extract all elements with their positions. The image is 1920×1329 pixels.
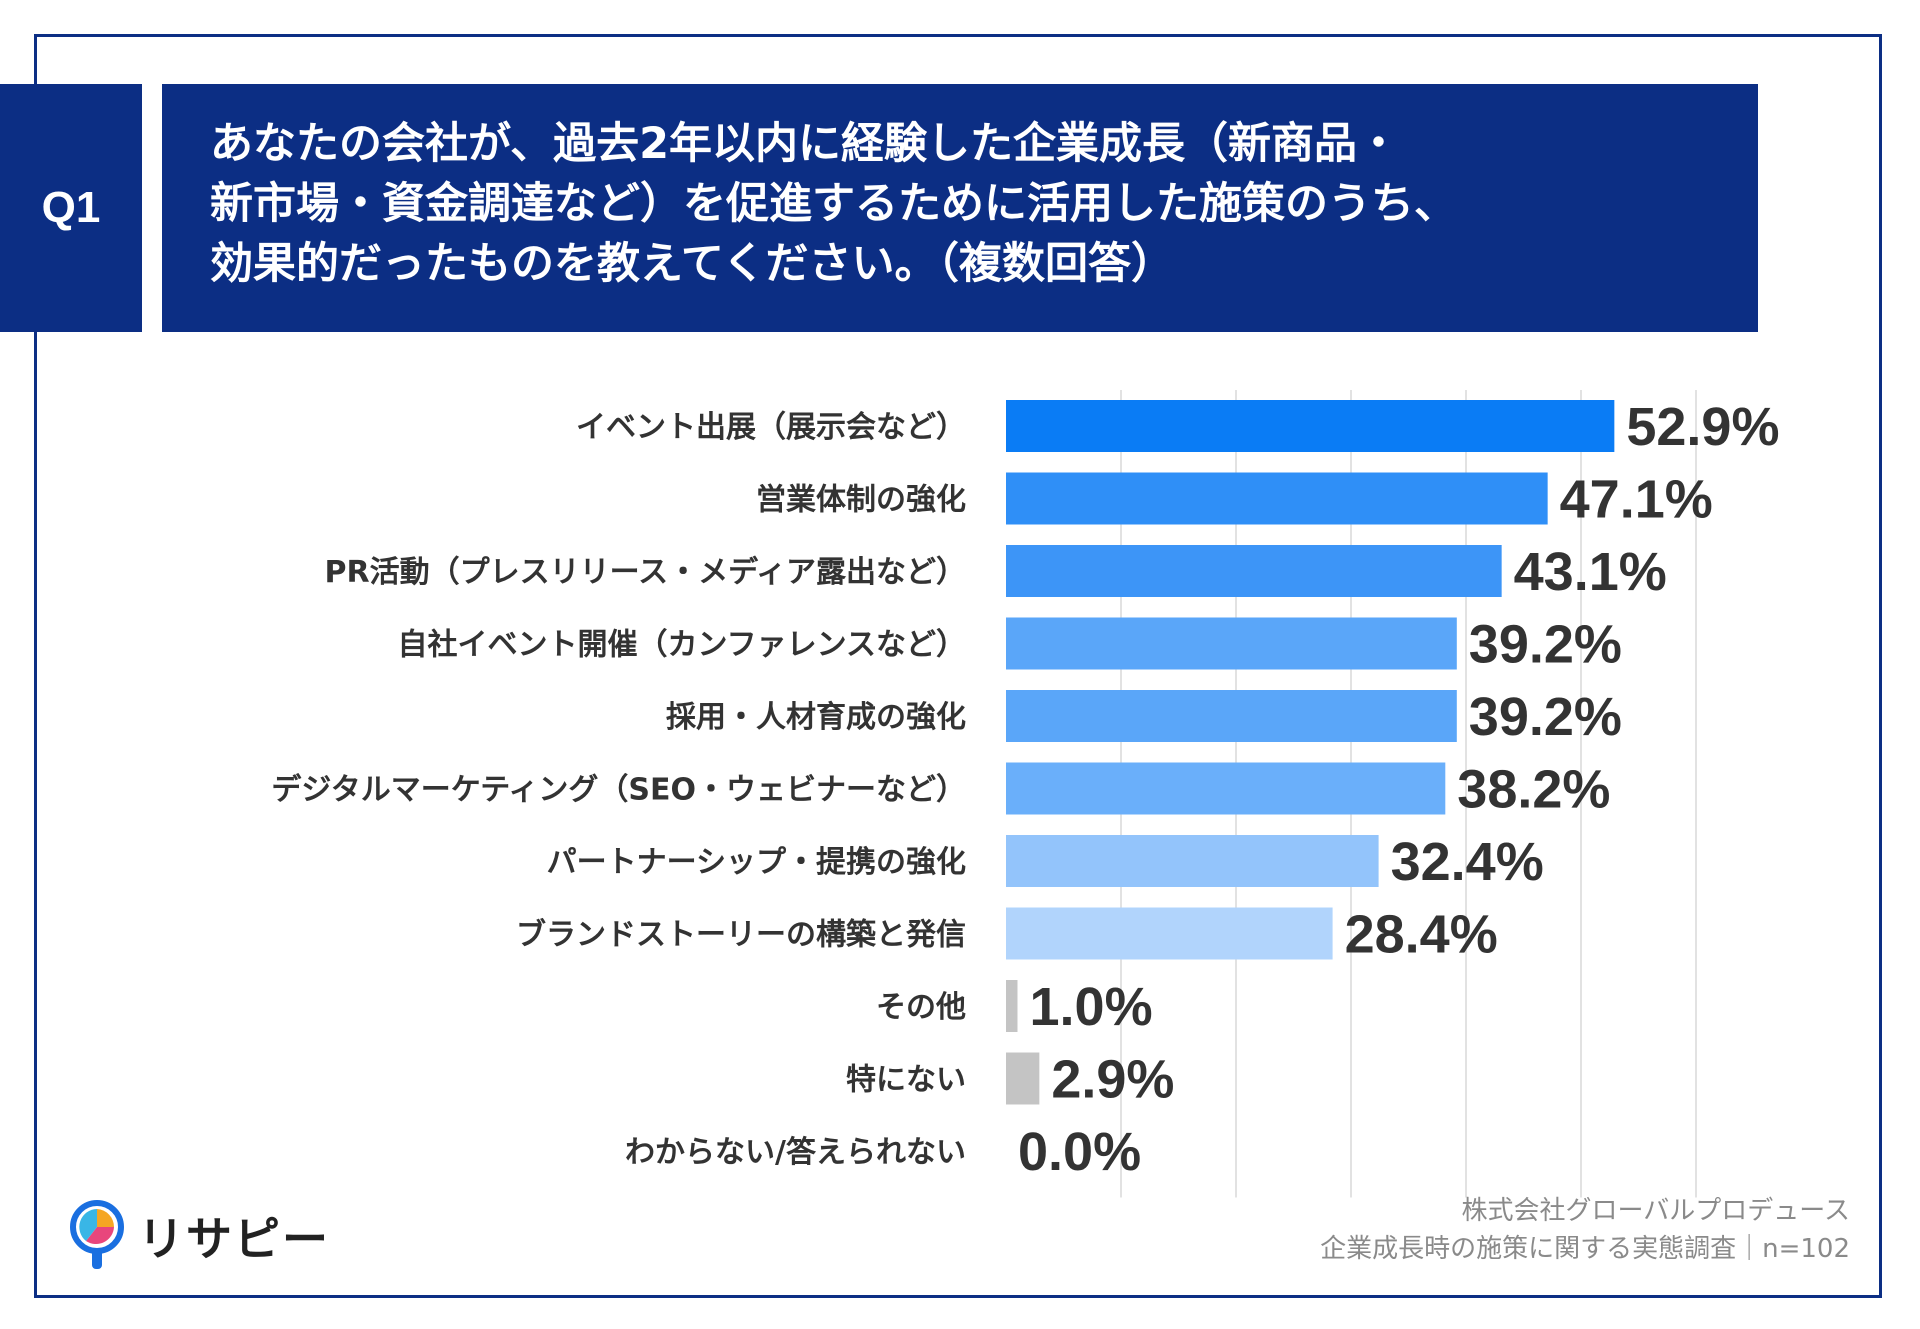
question-title: あなたの会社が、過去2年以内に経験した企業成長（新商品・ 新市場・資金調達など）… <box>162 84 1758 332</box>
bar <box>1006 835 1379 887</box>
brand-logo: リサピー <box>70 1200 330 1272</box>
value-label: 39.2% <box>1469 687 1622 747</box>
category-label: デジタルマーケティング（SEO・ウェビナーなど） <box>271 773 966 808</box>
source-line: 株式会社グローバルプロデュース <box>1461 1196 1850 1226</box>
question-title-line: 効果的だったものを教えてください。（複数回答） <box>210 239 1175 289</box>
category-label: 採用・人材育成の強化 <box>666 700 966 735</box>
bar <box>1006 545 1502 597</box>
bar <box>1006 690 1457 742</box>
bar-chart-svg: イベント出展（展示会など） 52.9% 営業体制の強化 47.1% PR活動（プレスリリ… <box>271 390 1779 1198</box>
category-label: PR活動（プレスリリース・メディア露出など） <box>325 555 967 590</box>
category-label: パートナーシップ・提携の強化 <box>547 845 966 880</box>
source-line: 企業成長時の施策に関する実態調査｜n=102 <box>1320 1234 1850 1264</box>
bar <box>1006 617 1457 670</box>
category-label: イベント出展（展示会など） <box>576 410 966 445</box>
bar-chart: イベント出展（展示会など） 52.9% 営業体制の強化 47.1% PR活動（プレスリリ… <box>0 360 1920 1200</box>
category-label: その他 <box>876 990 966 1025</box>
bar <box>1006 1052 1040 1105</box>
value-label: 38.2% <box>1457 760 1610 820</box>
source-note: 株式会社グローバルプロデュース 企業成長時の施策に関する実態調査｜n=102 <box>1320 1192 1850 1268</box>
value-label: 28.4% <box>1345 905 1498 965</box>
logo-text: リサピー <box>138 1212 330 1266</box>
value-label: 2.9% <box>1051 1050 1174 1110</box>
pin-logo-icon <box>70 1200 124 1269</box>
bar <box>1006 762 1446 815</box>
category-label: ブランドストーリーの構築と発信 <box>516 918 966 953</box>
value-label: 47.1% <box>1560 470 1713 530</box>
outer-frame <box>34 34 1882 1298</box>
category-label: わからない/答えられない <box>625 1135 966 1170</box>
value-label: 39.2% <box>1469 615 1622 675</box>
question-badge: Q1 <box>0 84 142 332</box>
value-label: 0.0% <box>1018 1122 1141 1182</box>
question-title-line: あなたの会社が、過去2年以内に経験した企業成長（新商品・ <box>210 119 1401 169</box>
category-label: 営業体制の強化 <box>756 483 966 518</box>
value-label: 43.1% <box>1514 542 1667 602</box>
question-title-line: 新市場・資金調達など）を促進するために活用した施策のうち、 <box>210 179 1457 229</box>
bar <box>1006 472 1548 525</box>
value-label: 32.4% <box>1391 832 1544 892</box>
value-label: 1.0% <box>1030 977 1153 1037</box>
value-label: 52.9% <box>1626 397 1779 457</box>
category-label: 特にない <box>846 1063 966 1098</box>
bar <box>1006 907 1333 960</box>
bar <box>1006 980 1018 1032</box>
bar <box>1006 400 1615 452</box>
category-label: 自社イベント開催（カンファレンスなど） <box>398 628 967 663</box>
